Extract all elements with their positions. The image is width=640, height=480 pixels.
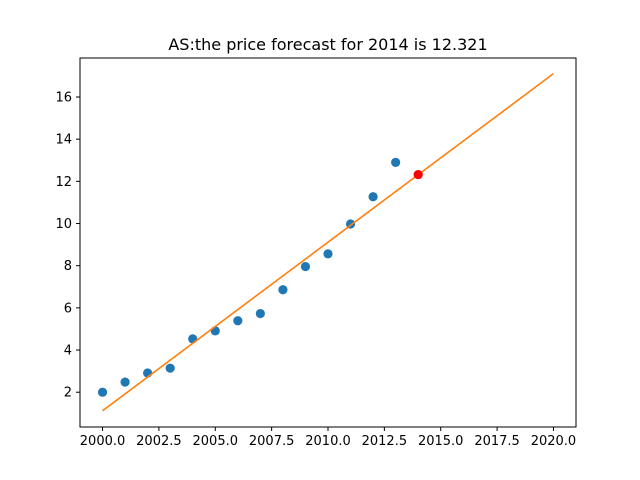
data-point [97,387,108,397]
data-point [300,261,311,272]
x-tick-label: 2015.0 [418,434,464,449]
data-point [120,377,130,387]
forecast-point [413,169,423,180]
plot-area [97,72,554,412]
data-point [233,316,243,326]
y-tick-label: 2 [64,386,72,401]
y-tick-label: 8 [64,259,72,274]
x-tick-label: 2010.0 [305,434,351,449]
y-tick-label: 4 [64,344,72,359]
data-point [368,192,378,202]
y-tick-label: 10 [55,217,72,232]
x-tick-label: 2002.5 [136,434,182,449]
y-tick-label: 16 [55,91,72,106]
x-tick-label: 2017.5 [474,434,520,449]
chart-title: AS:the price forecast for 2014 is 12.321 [168,35,487,54]
data-point [323,249,333,259]
x-tick-label: 2005.0 [193,434,239,449]
x-tick-label: 2007.5 [249,434,295,449]
data-point [391,157,401,167]
x-tick-label: 2012.5 [362,434,408,449]
y-tick-label: 12 [55,175,72,190]
x-tick-label: 2000.0 [80,434,126,449]
data-point [188,334,198,344]
x-tick-label: 2020.0 [531,434,577,449]
axes: 2000.0 2002.5 2005.0 2007.5 2010.0 2012.5 2015… [55,57,577,449]
data-point [210,326,220,336]
y-tick-label: 14 [55,133,72,148]
data-point [278,285,288,295]
data-point [255,308,265,319]
data-point [165,363,175,373]
trend-line [102,72,554,412]
y-tick-label: 6 [64,301,72,316]
